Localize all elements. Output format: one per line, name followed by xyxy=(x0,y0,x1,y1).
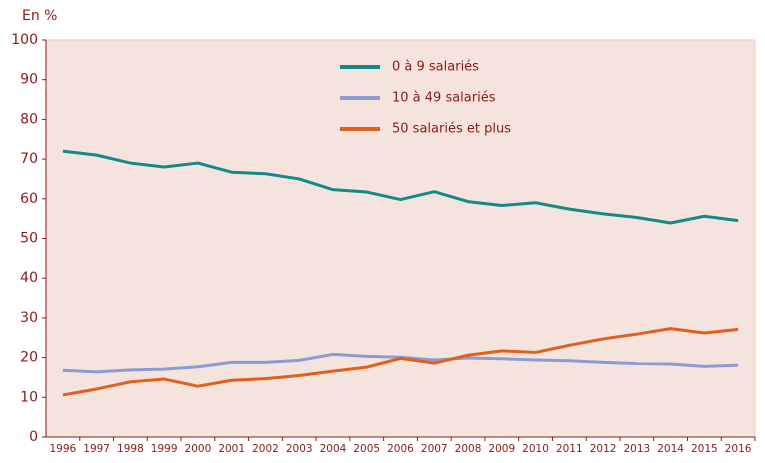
x-tick-label: 2008 xyxy=(455,443,482,455)
x-tick-label: 2002 xyxy=(252,443,279,455)
y-tick-label: 70 xyxy=(20,151,38,167)
x-tick-label: 2001 xyxy=(218,443,245,455)
y-tick-label: 10 xyxy=(20,389,38,405)
x-tick-label: 2006 xyxy=(387,443,414,455)
y-tick-label: 90 xyxy=(20,72,38,88)
x-tick-label: 2015 xyxy=(691,443,718,455)
x-tick-label: 2011 xyxy=(556,443,583,455)
legend-label: 10 à 49 salariés xyxy=(392,91,496,106)
x-tick-label: 1997 xyxy=(83,443,110,455)
x-tick-label: 2007 xyxy=(421,443,448,455)
y-tick-label: 0 xyxy=(29,429,38,445)
x-tick-label: 2013 xyxy=(623,443,650,455)
x-tick-label: 2004 xyxy=(320,443,347,455)
x-tick-label: 2003 xyxy=(286,443,313,455)
x-tick-label: 2009 xyxy=(488,443,515,455)
legend-label: 0 à 9 salariés xyxy=(392,60,479,75)
y-tick-label: 30 xyxy=(20,310,38,326)
y-tick-label: 50 xyxy=(20,231,38,247)
series-line xyxy=(62,327,739,397)
series-line xyxy=(62,149,739,225)
y-tick-label: 100 xyxy=(11,32,38,48)
x-tick-label: 2005 xyxy=(353,443,380,455)
y-tick-label: 20 xyxy=(20,350,38,366)
x-tick-label: 2012 xyxy=(590,443,617,455)
y-axis-label: En % xyxy=(22,8,57,24)
x-tick-label: 2016 xyxy=(725,443,752,455)
x-tick-label: 1996 xyxy=(50,443,77,455)
x-tick-label: 2010 xyxy=(522,443,549,455)
y-tick-label: 60 xyxy=(20,191,38,207)
y-tick-label: 80 xyxy=(20,111,38,127)
x-tick-label: 2014 xyxy=(657,443,684,455)
y-tick-label: 40 xyxy=(20,270,38,286)
x-tick-label: 1998 xyxy=(117,443,144,455)
plot-area xyxy=(45,39,756,438)
x-tick-label: 2000 xyxy=(185,443,212,455)
x-tick-label: 1999 xyxy=(151,443,178,455)
legend-label: 50 salariés et plus xyxy=(392,122,511,137)
